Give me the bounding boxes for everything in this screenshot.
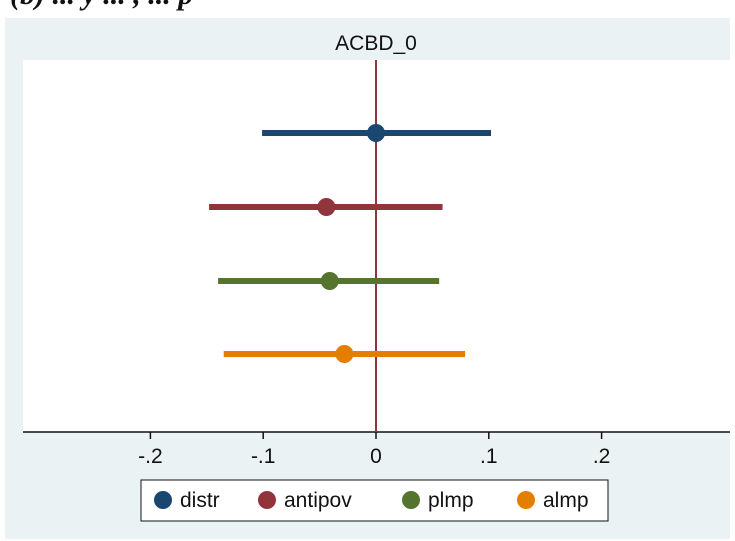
x-tick-label: -.1 <box>251 445 276 468</box>
legend-label-antipov: antipov <box>284 489 352 512</box>
x-axis-ticks: -.2 -.1 0 .1 .2 <box>138 432 610 468</box>
x-tick-label: .2 <box>593 445 611 468</box>
point-estimate-plmp <box>320 272 339 290</box>
x-tick-label: .1 <box>480 445 498 468</box>
point-estimate-antipov <box>317 198 336 216</box>
legend-label-distr: distr <box>180 489 220 512</box>
legend-marker-almp <box>517 491 535 509</box>
x-tick-label: -.2 <box>138 445 163 468</box>
legend-marker-distr <box>154 491 172 509</box>
point-estimate-almp <box>335 345 354 363</box>
legend-items: distr antipov plmp almp <box>154 489 589 512</box>
legend-label-plmp: plmp <box>428 489 474 512</box>
chart-title: ACBD_0 <box>335 32 417 55</box>
x-tick-label: 0 <box>370 445 382 468</box>
point-estimate-distr <box>367 124 385 142</box>
figure-caption-cropped: (b) ... y ... , ... p <box>0 0 735 18</box>
legend-label-almp: almp <box>543 489 589 512</box>
legend-marker-plmp <box>402 491 420 509</box>
coefficient-marks <box>209 124 492 363</box>
legend-marker-antipov <box>258 491 276 509</box>
